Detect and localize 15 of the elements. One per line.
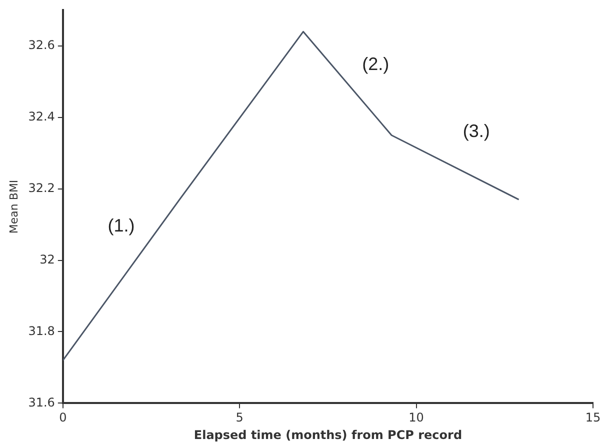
y-tick-label: 32	[40, 252, 55, 266]
y-tick-label: 32.4	[28, 110, 55, 124]
y-tick-label: 32.6	[28, 38, 55, 52]
x-tick-label: 10	[408, 410, 424, 425]
x-tick-label: 5	[236, 410, 244, 425]
x-tick-label: 15	[585, 410, 601, 425]
y-tick-label: 31.6	[28, 395, 55, 410]
annotation: (3.)	[462, 121, 490, 141]
annotation: (1.)	[108, 215, 135, 236]
x-axis-title: Elapsed time (months) from PCP record	[194, 428, 462, 442]
y-tick-label: 32.2	[28, 180, 55, 195]
x-tick-label: 0	[59, 410, 67, 425]
y-tick-label: 31.8	[28, 324, 55, 338]
annotation: (2.)	[362, 54, 390, 74]
y-axis-title: Mean BMI	[7, 180, 20, 234]
